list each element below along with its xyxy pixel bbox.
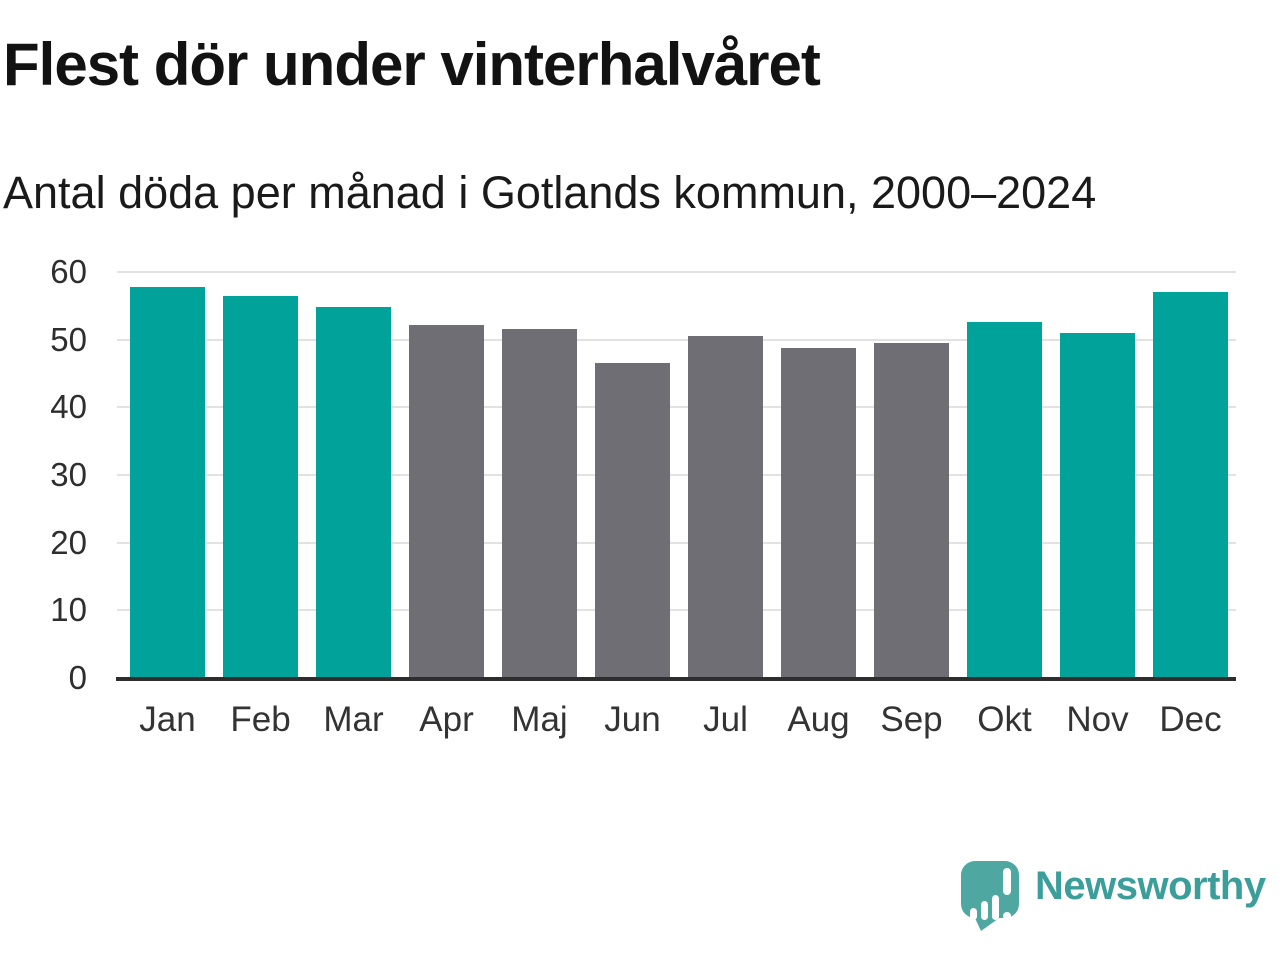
newsworthy-logo-text: Newsworthy [1035, 864, 1266, 908]
logo-chart-bar-medium [981, 901, 988, 920]
bar-sep [874, 343, 949, 678]
gridline-20 [117, 541, 1236, 544]
x-tick-label-dec: Dec [1159, 700, 1222, 739]
x-tick-label-okt: Okt [977, 700, 1032, 739]
bar-jul [688, 336, 763, 678]
x-tick-label-apr: Apr [419, 700, 474, 739]
chart-title: Flest dör under vinterhalvåret [3, 31, 821, 98]
x-tick-label-maj: Maj [511, 700, 568, 739]
x-tick-label-feb: Feb [230, 700, 291, 739]
x-tick-label-jan: Jan [139, 700, 196, 739]
bar-dec [1153, 292, 1228, 678]
newsworthy-speech-bubble-bar-chart-icon [961, 861, 1019, 933]
y-tick-label-40: 40 [50, 388, 87, 426]
x-tick-label-aug: Aug [787, 700, 850, 739]
x-tick-label-jul: Jul [703, 700, 748, 739]
bar-aug [781, 348, 856, 678]
y-tick-label-0: 0 [68, 659, 87, 696]
x-axis-line [116, 677, 1236, 681]
y-tick-label-50: 50 [50, 320, 87, 358]
chart-subtitle: Antal döda per månad i Gotlands kommun, … [3, 167, 1097, 218]
gridline-10 [117, 609, 1236, 612]
y-tick-label-10: 10 [50, 591, 87, 629]
logo-exclamation-dot [1003, 912, 1011, 920]
bar-jun [595, 363, 670, 678]
y-tick-label-20: 20 [50, 523, 87, 561]
logo-exclamation-bar [1003, 868, 1011, 895]
gridline-30 [117, 474, 1236, 476]
bar-nov [1060, 333, 1135, 678]
gridline-50 [117, 338, 1236, 341]
bar-okt [967, 322, 1042, 678]
x-tick-label-mar: Mar [323, 700, 384, 739]
plot-area [116, 271, 1236, 681]
logo-chart-bar-small [970, 908, 977, 920]
y-tick-label-30: 30 [50, 456, 87, 493]
gridline-40 [117, 406, 1236, 409]
bar-mar [316, 307, 391, 678]
bar-feb [223, 296, 298, 678]
x-tick-label-nov: Nov [1066, 700, 1129, 739]
y-tick-label-60: 60 [50, 253, 87, 290]
bar-apr [409, 325, 484, 678]
bar-jan [130, 287, 205, 678]
logo-chart-bar-large [992, 895, 999, 920]
x-tick-label-jun: Jun [604, 700, 661, 739]
gridline-60 [117, 271, 1236, 273]
bar-maj [502, 329, 577, 678]
x-tick-label-sep: Sep [880, 700, 943, 739]
